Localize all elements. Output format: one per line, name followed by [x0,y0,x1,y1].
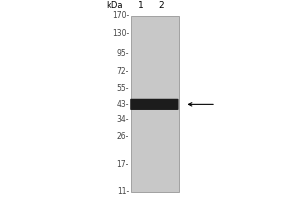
Text: 130-: 130- [112,29,129,38]
Text: 72-: 72- [117,67,129,76]
Text: 170-: 170- [112,11,129,21]
Text: 11-: 11- [117,188,129,196]
Text: 26-: 26- [117,132,129,141]
Text: 2: 2 [158,1,164,10]
Text: 1: 1 [137,1,143,10]
Text: 17-: 17- [117,160,129,169]
FancyBboxPatch shape [130,99,178,110]
Text: kDa: kDa [106,1,123,10]
Bar [130,16,178,192]
Text: 43-: 43- [116,100,129,109]
Text: 34-: 34- [116,115,129,124]
Text: 55-: 55- [116,84,129,93]
Text: 95-: 95- [116,49,129,58]
